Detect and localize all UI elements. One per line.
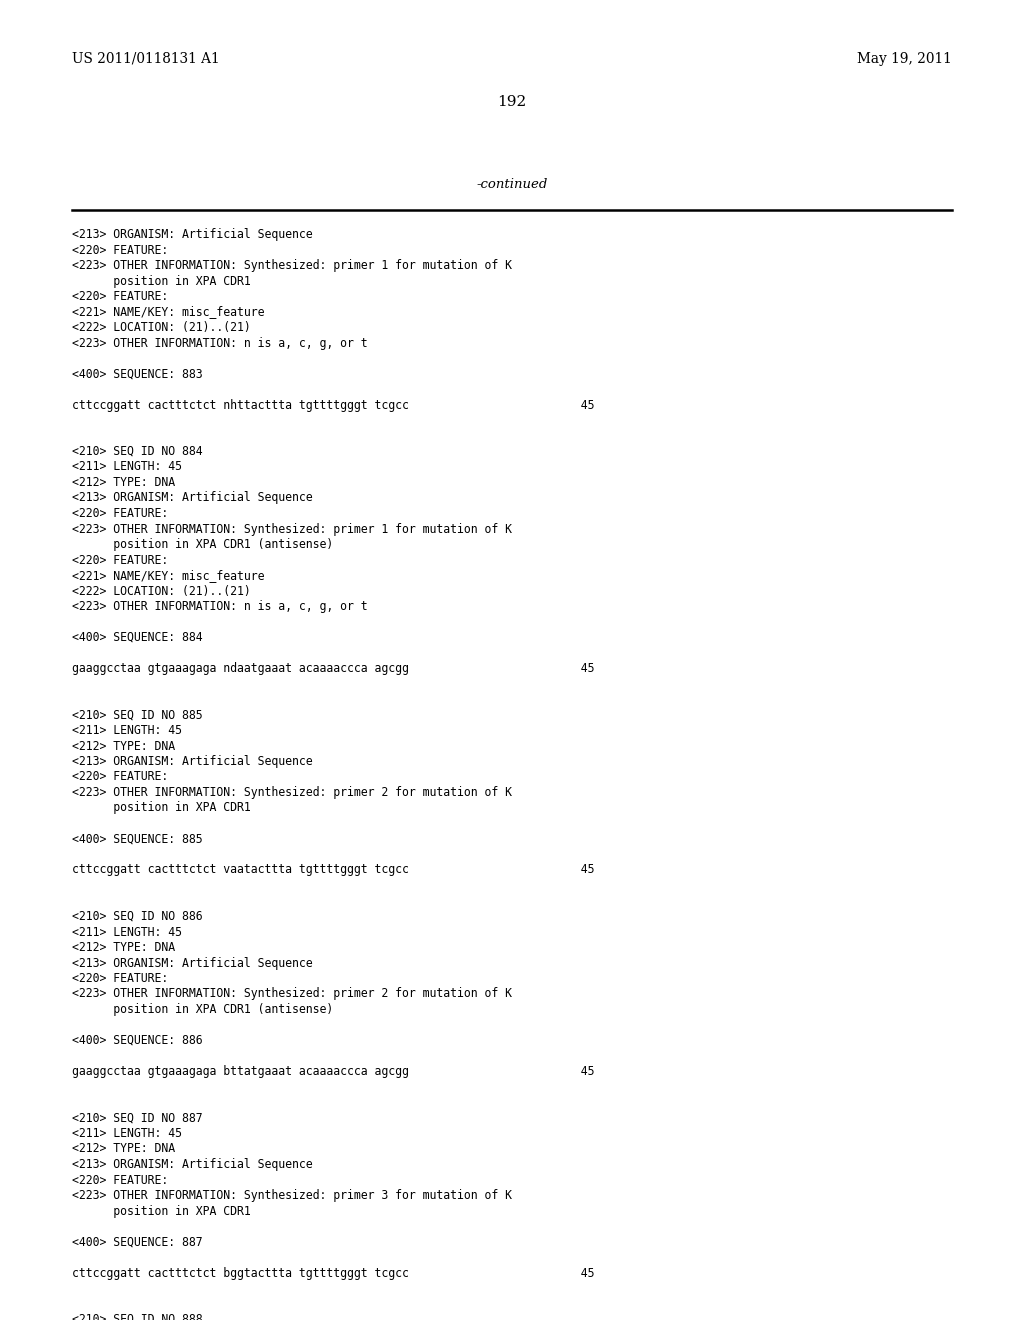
Text: <400> SEQUENCE: 885: <400> SEQUENCE: 885 [72, 833, 203, 846]
Text: <223> OTHER INFORMATION: n is a, c, g, or t: <223> OTHER INFORMATION: n is a, c, g, o… [72, 601, 368, 612]
Text: <213> ORGANISM: Artificial Sequence: <213> ORGANISM: Artificial Sequence [72, 491, 312, 504]
Text: position in XPA CDR1 (antisense): position in XPA CDR1 (antisense) [72, 539, 333, 550]
Text: <223> OTHER INFORMATION: Synthesized: primer 1 for mutation of K: <223> OTHER INFORMATION: Synthesized: pr… [72, 523, 512, 536]
Text: cttccggatt cactttctct nhttacttta tgttttgggt tcgcc                         45: cttccggatt cactttctct nhttacttta tgttttg… [72, 399, 595, 412]
Text: <210> SEQ ID NO 885: <210> SEQ ID NO 885 [72, 709, 203, 722]
Text: <210> SEQ ID NO 884: <210> SEQ ID NO 884 [72, 445, 203, 458]
Text: US 2011/0118131 A1: US 2011/0118131 A1 [72, 51, 219, 66]
Text: 192: 192 [498, 95, 526, 110]
Text: <400> SEQUENCE: 886: <400> SEQUENCE: 886 [72, 1034, 203, 1047]
Text: <222> LOCATION: (21)..(21): <222> LOCATION: (21)..(21) [72, 321, 251, 334]
Text: <210> SEQ ID NO 887: <210> SEQ ID NO 887 [72, 1111, 203, 1125]
Text: gaaggcctaa gtgaaagaga ndaatgaaat acaaaaccca agcgg                         45: gaaggcctaa gtgaaagaga ndaatgaaat acaaaac… [72, 663, 595, 675]
Text: <213> ORGANISM: Artificial Sequence: <213> ORGANISM: Artificial Sequence [72, 1158, 312, 1171]
Text: <213> ORGANISM: Artificial Sequence: <213> ORGANISM: Artificial Sequence [72, 755, 312, 768]
Text: position in XPA CDR1: position in XPA CDR1 [72, 801, 251, 814]
Text: <210> SEQ ID NO 888: <210> SEQ ID NO 888 [72, 1313, 203, 1320]
Text: <211> LENGTH: 45: <211> LENGTH: 45 [72, 461, 182, 474]
Text: <220> FEATURE:: <220> FEATURE: [72, 972, 168, 985]
Text: position in XPA CDR1 (antisense): position in XPA CDR1 (antisense) [72, 1003, 333, 1016]
Text: <223> OTHER INFORMATION: Synthesized: primer 2 for mutation of K: <223> OTHER INFORMATION: Synthesized: pr… [72, 785, 512, 799]
Text: <212> TYPE: DNA: <212> TYPE: DNA [72, 941, 175, 954]
Text: <221> NAME/KEY: misc_feature: <221> NAME/KEY: misc_feature [72, 569, 264, 582]
Text: <212> TYPE: DNA: <212> TYPE: DNA [72, 739, 175, 752]
Text: <220> FEATURE:: <220> FEATURE: [72, 290, 168, 304]
Text: <220> FEATURE:: <220> FEATURE: [72, 507, 168, 520]
Text: position in XPA CDR1: position in XPA CDR1 [72, 1204, 251, 1217]
Text: <223> OTHER INFORMATION: Synthesized: primer 2 for mutation of K: <223> OTHER INFORMATION: Synthesized: pr… [72, 987, 512, 1001]
Text: <220> FEATURE:: <220> FEATURE: [72, 1173, 168, 1187]
Text: <400> SEQUENCE: 883: <400> SEQUENCE: 883 [72, 367, 203, 380]
Text: <210> SEQ ID NO 886: <210> SEQ ID NO 886 [72, 909, 203, 923]
Text: position in XPA CDR1: position in XPA CDR1 [72, 275, 251, 288]
Text: <211> LENGTH: 45: <211> LENGTH: 45 [72, 925, 182, 939]
Text: May 19, 2011: May 19, 2011 [857, 51, 952, 66]
Text: <223> OTHER INFORMATION: Synthesized: primer 1 for mutation of K: <223> OTHER INFORMATION: Synthesized: pr… [72, 259, 512, 272]
Text: -continued: -continued [476, 178, 548, 191]
Text: <223> OTHER INFORMATION: n is a, c, g, or t: <223> OTHER INFORMATION: n is a, c, g, o… [72, 337, 368, 350]
Text: <220> FEATURE:: <220> FEATURE: [72, 243, 168, 256]
Text: <222> LOCATION: (21)..(21): <222> LOCATION: (21)..(21) [72, 585, 251, 598]
Text: <400> SEQUENCE: 884: <400> SEQUENCE: 884 [72, 631, 203, 644]
Text: cttccggatt cactttctct vaatacttta tgttttgggt tcgcc                         45: cttccggatt cactttctct vaatacttta tgttttg… [72, 863, 595, 876]
Text: <212> TYPE: DNA: <212> TYPE: DNA [72, 1143, 175, 1155]
Text: <220> FEATURE:: <220> FEATURE: [72, 771, 168, 784]
Text: cttccggatt cactttctct bggtacttta tgttttgggt tcgcc                         45: cttccggatt cactttctct bggtacttta tgttttg… [72, 1266, 595, 1279]
Text: <212> TYPE: DNA: <212> TYPE: DNA [72, 477, 175, 488]
Text: <213> ORGANISM: Artificial Sequence: <213> ORGANISM: Artificial Sequence [72, 957, 312, 969]
Text: <400> SEQUENCE: 887: <400> SEQUENCE: 887 [72, 1236, 203, 1249]
Text: <221> NAME/KEY: misc_feature: <221> NAME/KEY: misc_feature [72, 305, 264, 318]
Text: <211> LENGTH: 45: <211> LENGTH: 45 [72, 1127, 182, 1140]
Text: <213> ORGANISM: Artificial Sequence: <213> ORGANISM: Artificial Sequence [72, 228, 312, 242]
Text: gaaggcctaa gtgaaagaga bttatgaaat acaaaaccca agcgg                         45: gaaggcctaa gtgaaagaga bttatgaaat acaaaac… [72, 1065, 595, 1078]
Text: <220> FEATURE:: <220> FEATURE: [72, 553, 168, 566]
Text: <211> LENGTH: 45: <211> LENGTH: 45 [72, 723, 182, 737]
Text: <223> OTHER INFORMATION: Synthesized: primer 3 for mutation of K: <223> OTHER INFORMATION: Synthesized: pr… [72, 1189, 512, 1203]
